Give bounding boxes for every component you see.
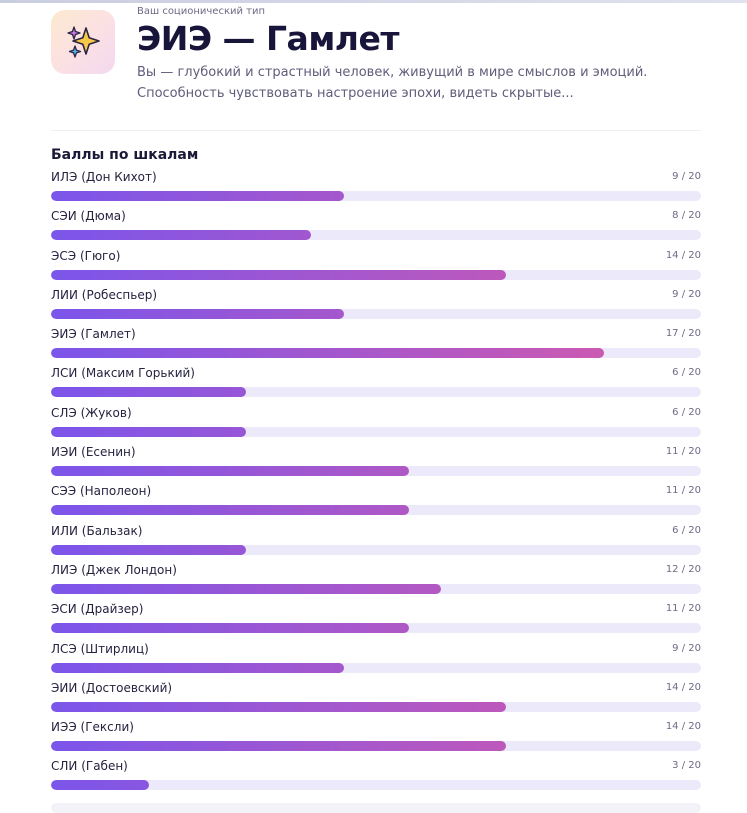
score-name: ЛСЭ (Штирлиц) — [51, 641, 149, 656]
score-name: СЭИ (Дюма) — [51, 209, 126, 224]
score-bar-track — [51, 505, 701, 516]
score-bar-fill — [51, 426, 246, 437]
score-bar-fill — [51, 544, 246, 555]
scores-list: ИЛЭ (Дон Кихот) 9 / 20 СЭИ (Дюма) 8 / 20 ЭСЭ… — [51, 170, 701, 799]
score-name: ЭИИ (Достоевский) — [51, 680, 173, 695]
divider — [51, 130, 701, 131]
score-name: ИЭЭ (Гексли) — [51, 720, 134, 735]
score-bar-track — [51, 387, 701, 398]
score-name: СЛИ (Габен) — [51, 759, 128, 774]
score-bar-track — [51, 544, 701, 555]
score-bar-fill — [51, 387, 246, 398]
score-bar-track — [51, 426, 701, 437]
score-name: СЛЭ (Жуков) — [51, 405, 132, 420]
score-value: 17 / 20 — [665, 328, 701, 340]
score-bar-track — [51, 466, 701, 477]
score-name: ЛСИ (Максим Горький) — [51, 366, 195, 381]
score-value: 14 / 20 — [665, 721, 701, 733]
result-title: ЭИЭ — Гамлет — [137, 19, 399, 58]
score-value: 14 / 20 — [665, 249, 701, 261]
score-value: 11 / 20 — [665, 485, 701, 497]
score-value: 14 / 20 — [665, 681, 701, 693]
score-value: 3 / 20 — [672, 760, 701, 772]
score-bar-track — [51, 623, 701, 634]
score-value: 6 / 20 — [672, 367, 701, 379]
score-name: ЭСИ (Драйзер) — [51, 602, 144, 617]
next-section-edge — [51, 803, 701, 813]
score-row: СЛИ (Габен) 3 / 20 — [51, 759, 701, 798]
description-line: Способность чувствовать настроение эпохи… — [137, 86, 574, 101]
result-description: Вы — глубокий и страстный человек, живущ… — [137, 62, 717, 104]
score-bar-fill — [51, 466, 409, 477]
score-bar-fill — [51, 191, 344, 201]
score-name: ЛИИ (Робеспьер) — [51, 287, 158, 302]
score-bar-fill — [51, 780, 149, 791]
score-bar-fill — [51, 741, 506, 752]
score-row: СЛЭ (Жуков) 6 / 20 — [51, 406, 701, 445]
score-row: СЭИ (Дюма) 8 / 20 — [51, 209, 701, 248]
score-bar-track — [51, 191, 701, 201]
score-row: ИЛИ (Бальзак) 6 / 20 — [51, 524, 701, 563]
score-bar-fill — [51, 230, 311, 241]
score-bar-track — [51, 701, 701, 712]
score-value: 6 / 20 — [672, 524, 701, 536]
score-bar-track — [51, 230, 701, 241]
score-value: 6 / 20 — [672, 406, 701, 418]
score-bar-track — [51, 269, 701, 280]
score-value: 9 / 20 — [672, 171, 701, 182]
score-row: ЭСЭ (Гюго) 14 / 20 — [51, 249, 701, 288]
score-value: 8 / 20 — [672, 210, 701, 222]
score-row: ЭИЭ (Гамлет) 17 / 20 — [51, 327, 701, 366]
result-eyebrow: Ваш соционический тип — [137, 6, 266, 17]
header-text: Ваш соционический тип ЭИЭ — Гамлет Вы — … — [137, 6, 717, 104]
score-bar-fill — [51, 348, 604, 359]
score-value: 12 / 20 — [665, 563, 701, 575]
score-name: ИЛЭ (Дон Кихот) — [51, 170, 157, 184]
score-row: ИЭЭ (Гексли) 14 / 20 — [51, 720, 701, 759]
score-bar-fill — [51, 269, 506, 280]
score-row: ЭСИ (Драйзер) 11 / 20 — [51, 602, 701, 641]
score-row: ИЭИ (Есенин) 11 / 20 — [51, 445, 701, 484]
score-bar-track — [51, 348, 701, 359]
top-border — [0, 0, 747, 3]
score-row: СЭЭ (Наполеон) 11 / 20 — [51, 484, 701, 523]
score-name: СЭЭ (Наполеон) — [51, 484, 152, 499]
score-bar-fill — [51, 623, 409, 634]
score-name: ЛИЭ (Джек Лондон) — [51, 562, 177, 577]
score-row: ЛИИ (Робеспьер) 9 / 20 — [51, 288, 701, 327]
score-bar-track — [51, 308, 701, 319]
score-row: ЭИИ (Достоевский) 14 / 20 — [51, 681, 701, 720]
score-bar-fill — [51, 308, 344, 319]
score-name: ИЛИ (Бальзак) — [51, 523, 143, 538]
score-bar-track — [51, 780, 701, 791]
score-name: ЭСЭ (Гюго) — [51, 248, 121, 263]
score-row: ЛИЭ (Джек Лондон) 12 / 20 — [51, 563, 701, 602]
sparkles-icon — [51, 10, 115, 74]
score-row: ИЛЭ (Дон Кихот) 9 / 20 — [51, 170, 701, 209]
score-bar-fill — [51, 583, 441, 594]
description-line: Вы — глубокий и страстный человек, живущ… — [137, 65, 648, 80]
score-value: 11 / 20 — [665, 603, 701, 615]
score-value: 9 / 20 — [672, 288, 701, 300]
score-value: 9 / 20 — [672, 642, 701, 654]
score-bar-fill — [51, 701, 506, 712]
score-value: 11 / 20 — [665, 446, 701, 458]
score-bar-track — [51, 741, 701, 752]
score-row: ЛСЭ (Штирлиц) 9 / 20 — [51, 642, 701, 681]
scores-title: Баллы по шкалам — [51, 147, 199, 163]
score-bar-track — [51, 662, 701, 673]
score-bar-fill — [51, 662, 344, 673]
score-bar-fill — [51, 505, 409, 516]
score-row: ЛСИ (Максим Горький) 6 / 20 — [51, 366, 701, 405]
score-name: ЭИЭ (Гамлет) — [51, 327, 136, 342]
score-name: ИЭИ (Есенин) — [51, 445, 136, 460]
score-bar-track — [51, 583, 701, 594]
